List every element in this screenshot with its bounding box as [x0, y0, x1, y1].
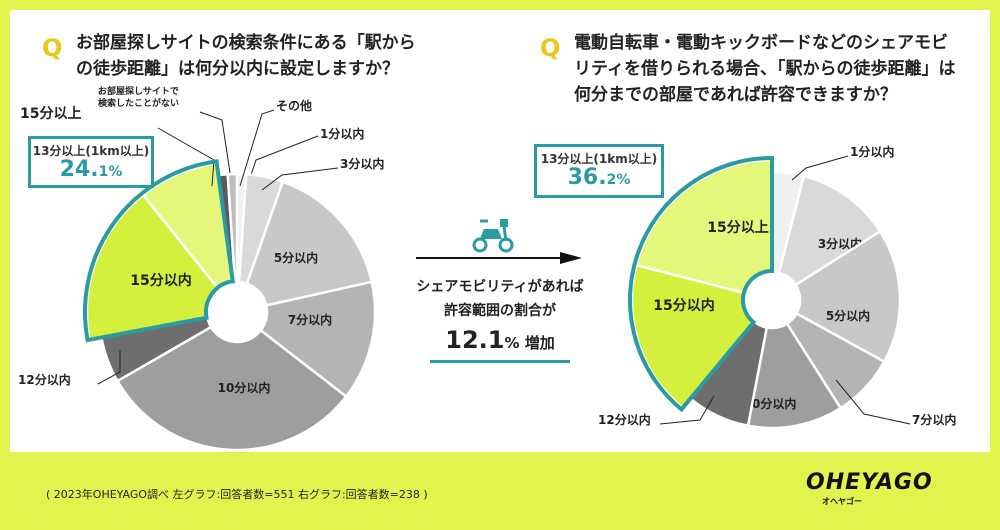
- slice-label-0: 1分以内: [320, 126, 364, 141]
- right-donut-chart: 1分以内 3分以内 5分以内 7分以内 10分以内 12分以内 15分以内 15分以上: [598, 144, 956, 430]
- logo-sub: オヘヤゴー: [822, 497, 862, 506]
- slice-1: [777, 174, 882, 287]
- slice-label-2: 5分以内: [274, 250, 318, 265]
- slice-label-6: 15分以内: [130, 272, 191, 289]
- middle-graphics: [416, 219, 582, 264]
- middle-increase: 12.1% 増加: [400, 326, 600, 354]
- slice-2: [245, 180, 374, 307]
- right-question-line3: 何分までの部屋であれば許容できますか？: [574, 85, 897, 105]
- leader-line-5: [97, 350, 121, 385]
- slice-label-9: その他: [276, 98, 312, 113]
- highlight-outline: [83, 159, 236, 343]
- leader-line-3: [835, 379, 911, 425]
- slice-label-3: 7分以内: [912, 412, 956, 427]
- slice-label-5: 12分以内: [18, 372, 71, 387]
- leader-line-0: [791, 155, 849, 181]
- slice-label-8: お部屋探しサイトで検索したことがない: [98, 85, 179, 109]
- slice-3: [258, 280, 377, 399]
- left-callout: 13分以上(1km以上) 24.1%: [28, 136, 154, 188]
- logo: OHEYAGO: [806, 470, 933, 495]
- leader-line-9: [239, 109, 275, 187]
- slice-label-0: 1分以内: [850, 144, 894, 159]
- slice-label-1: 3分以内: [340, 156, 384, 171]
- increase-value: 12.1: [445, 326, 505, 354]
- left-q-mark: Q: [42, 34, 63, 62]
- leader-line-5: [659, 395, 715, 425]
- scooter-icon: [472, 219, 514, 253]
- highlight-outline: [628, 155, 774, 413]
- leader-line-8: [199, 111, 233, 187]
- increase-suffix: % 増加: [504, 334, 555, 352]
- slice-label-3: 7分以内: [288, 312, 332, 327]
- right-callout-label: 13分以上(1km以上): [540, 152, 658, 166]
- slice-2: [793, 229, 902, 364]
- slice-label-7: 15分以上: [20, 106, 81, 122]
- right-question-line1: 電動自転車・電動キックボードなどのシェアモビ: [574, 33, 948, 53]
- slice-4: [746, 321, 843, 430]
- middle-line2: 許容範囲の割合が: [444, 303, 556, 319]
- slice-label-7: 15分以上: [707, 220, 768, 236]
- footer-note: ( 2023年OHEYAGO調べ 左グラフ:回答者数=551 右グラフ:回答者数…: [46, 488, 428, 501]
- increase-underline: [430, 360, 570, 363]
- left-question-line1: お部屋探しサイトの検索条件にある「駅から: [76, 33, 416, 53]
- slice-label-6: 15分以内: [653, 297, 714, 314]
- right-q-mark: Q: [540, 34, 561, 62]
- right-callout: 13分以上(1km以上) 36.2%: [534, 144, 664, 198]
- left-callout-value: 24.1%: [59, 157, 123, 182]
- leader-line-1: [261, 167, 339, 191]
- slice-label-1: 3分以内: [818, 236, 862, 251]
- left-donut-chart: 1分以内 3分以内 5分以内 7分以内 10分以内 12分以内 15分以内 15分以上 お部屋探…: [18, 85, 384, 452]
- right-callout-value: 36.2%: [567, 165, 631, 190]
- arrow-head: [560, 252, 582, 264]
- slice-label-4: 10分以内: [744, 396, 797, 411]
- slice-4: [115, 325, 348, 452]
- right-question-line2: リティを借りられる場合、「駅からの徒歩距離」は: [574, 59, 956, 79]
- left-question-line2: の徒歩距離」は何分以内に設定しますか？: [76, 59, 399, 79]
- middle-line1: シェアモビリティがあれば: [416, 279, 584, 295]
- slice-label-2: 5分以内: [826, 308, 870, 323]
- slice-label-4: 10分以内: [218, 380, 271, 395]
- slice-label-5: 12分以内: [598, 412, 651, 427]
- slice-9: [226, 172, 239, 284]
- left-callout-label: 13分以上(1km以上): [32, 144, 150, 158]
